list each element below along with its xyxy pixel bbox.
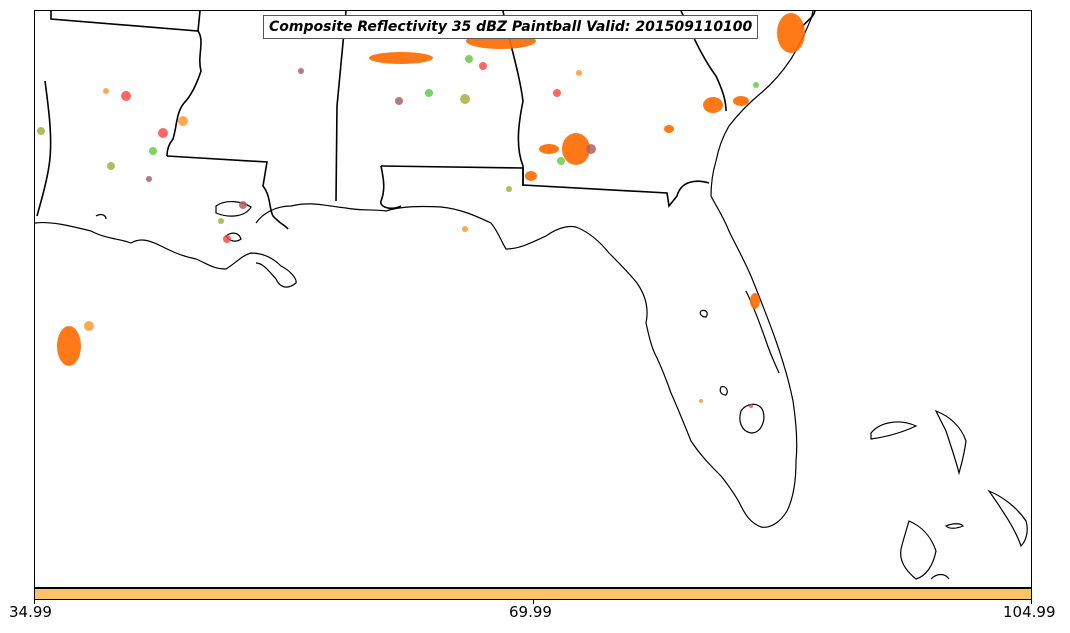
map-canvas (35, 11, 1028, 580)
colorbar-tick-2 (533, 600, 534, 604)
storm-cell (479, 62, 487, 70)
storm-cell (525, 171, 537, 181)
colorbar-tick-label-min: 34.99 (9, 603, 52, 621)
storm-cell (149, 147, 157, 155)
storm-cell (298, 68, 304, 74)
storm-cell (158, 128, 168, 138)
storm-cell (103, 88, 109, 94)
alabama-panhandle-border (380, 165, 402, 209)
storm-cell (753, 82, 759, 88)
storm-cell (462, 226, 468, 232)
storm-cell (777, 13, 805, 53)
alabama-florida-border (380, 165, 710, 208)
storm-cell (218, 218, 224, 224)
colorbar-tick-1 (34, 600, 35, 604)
lake-okeechobee (739, 403, 765, 434)
storm-cell (369, 52, 433, 64)
storm-cells (37, 13, 805, 408)
colorbar-tick-3 (1031, 600, 1032, 604)
island-small-2 (930, 573, 950, 580)
fl-lake (719, 386, 728, 396)
colorbar-tick-label-mid: 69.99 (509, 603, 552, 621)
island-small-1 (944, 523, 964, 529)
storm-cell (750, 293, 760, 309)
storm-cell (146, 176, 152, 182)
storm-cell (178, 116, 188, 126)
storm-cell (223, 235, 231, 243)
bahamas-andros (870, 421, 918, 440)
fl-lake-2 (699, 309, 708, 318)
map-title: Composite Reflectivity 35 dBZ Paintball … (263, 15, 759, 39)
storm-cell (562, 133, 590, 165)
storm-cell (239, 201, 247, 209)
storm-cell (539, 144, 559, 154)
storm-cell (425, 89, 433, 97)
bahamas-abaco (934, 409, 967, 476)
storm-cell (84, 321, 94, 331)
storm-cell (553, 89, 561, 97)
storm-cell (703, 97, 723, 113)
storm-cell (664, 125, 674, 133)
storm-cell (576, 70, 582, 76)
storm-cell (37, 127, 45, 135)
gulf-coast-louisiana (35, 221, 297, 288)
storm-cell (107, 162, 115, 170)
storm-cell (506, 186, 512, 192)
storm-cell (749, 404, 753, 408)
storm-cell (557, 157, 565, 165)
mississippi-river-border (166, 30, 202, 157)
bahamas-eleuthera (987, 489, 1028, 548)
louisiana-west-border (36, 80, 52, 217)
la-island (95, 213, 107, 220)
state-borders (36, 11, 816, 230)
colorbar-tick-label-max: 104.99 (1003, 603, 1056, 621)
louisiana-mississippi-border (166, 155, 289, 230)
mississippi-alabama-border (335, 11, 347, 202)
storm-cell (121, 91, 131, 101)
colorbar (34, 588, 1032, 600)
cuba-north (900, 520, 937, 580)
storm-cell (395, 97, 403, 105)
gulf-coast-mississippi-alabama (255, 160, 798, 528)
coastline (35, 11, 1028, 580)
storm-cell (699, 399, 703, 403)
storm-cell (460, 94, 470, 104)
storm-cell (57, 326, 81, 366)
storm-cell (586, 144, 596, 154)
la-bayou-1 (215, 201, 252, 217)
storm-cell (465, 55, 473, 63)
map-frame (34, 10, 1032, 588)
storm-cell (733, 96, 749, 106)
arkansas-louisiana-border (50, 11, 201, 32)
